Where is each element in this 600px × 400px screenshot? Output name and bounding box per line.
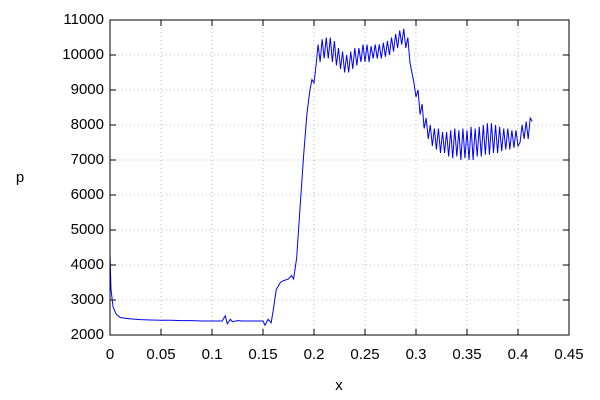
x-tick-label: 0.3 — [406, 346, 427, 363]
x-tick-label: 0.4 — [508, 346, 529, 363]
y-tick-label: 2000 — [71, 326, 104, 343]
y-tick-label: 7000 — [71, 151, 104, 168]
y-tick-label: 4000 — [71, 256, 104, 273]
x-tick-label: 0.1 — [202, 346, 223, 363]
x-tick-label: 0.15 — [248, 346, 277, 363]
y-tick-label: 5000 — [71, 221, 104, 238]
x-tick-label: 0.05 — [146, 346, 175, 363]
y-axis-label: p — [16, 169, 24, 186]
plot-frame — [109, 19, 570, 336]
x-tick-label: 0 — [106, 346, 114, 363]
data-line — [109, 28, 533, 327]
y-tick-label: 9000 — [71, 81, 104, 98]
x-axis-label: x — [335, 377, 343, 394]
x-tick-label: 0.45 — [554, 346, 583, 363]
y-tick-label: 11000 — [63, 11, 104, 28]
x-tick-label: 0.2 — [304, 346, 325, 363]
y-tick-label: 10000 — [62, 46, 104, 63]
y-tick-label: 6000 — [71, 186, 104, 203]
y-tick-label: 8000 — [71, 116, 104, 133]
x-tick-label: 0.25 — [350, 346, 379, 363]
y-tick-label: 3000 — [71, 291, 104, 308]
x-tick-label: 0.35 — [452, 346, 481, 363]
